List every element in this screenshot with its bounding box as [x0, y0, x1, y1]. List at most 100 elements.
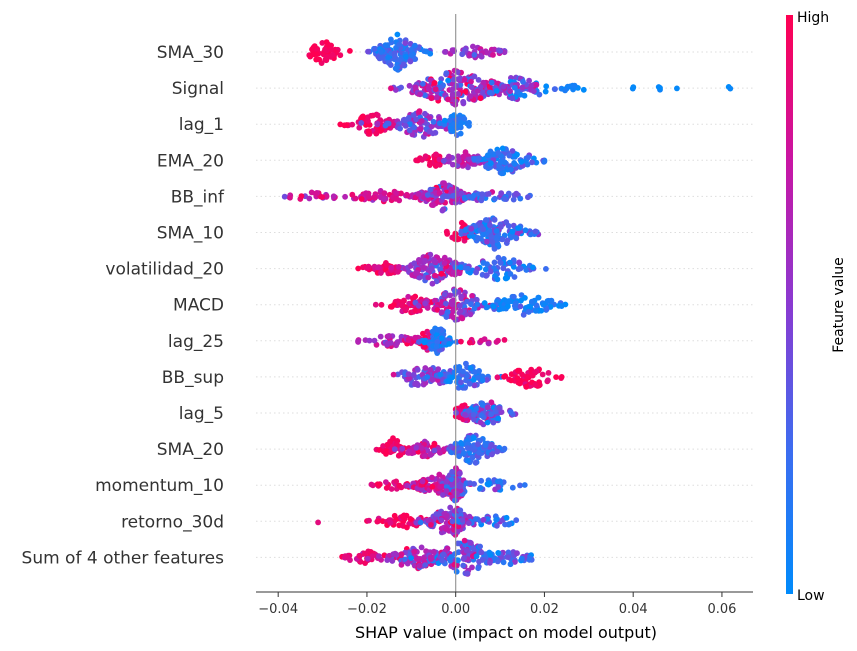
shap-point — [511, 302, 518, 309]
shap-point — [365, 118, 371, 124]
shap-point — [441, 180, 447, 187]
shap-point — [490, 303, 497, 310]
shap-point — [491, 555, 498, 561]
shap-point — [507, 561, 514, 568]
shap-point — [471, 192, 477, 199]
shap-point — [411, 449, 417, 456]
feature-label: lag_5 — [179, 404, 224, 424]
shap-point — [472, 516, 479, 522]
colorbar-gradient — [786, 15, 793, 594]
colorbar-title: Feature value — [831, 257, 847, 353]
shap-point — [517, 482, 523, 489]
shap-point — [478, 197, 485, 204]
shap-point — [543, 83, 550, 90]
shap-point — [513, 517, 520, 524]
shap-point — [393, 190, 400, 197]
shap-point — [480, 226, 486, 233]
shap-point — [421, 264, 427, 271]
shap-point — [443, 193, 450, 200]
shap-point — [449, 47, 456, 53]
shap-point — [436, 156, 443, 163]
shap-point — [407, 516, 414, 522]
shap-point — [391, 446, 398, 453]
shap-point — [424, 447, 431, 454]
shap-point — [402, 556, 408, 563]
shap-point — [528, 231, 534, 238]
shap-point — [450, 314, 457, 321]
shap-point — [370, 482, 376, 489]
shap-point — [520, 311, 527, 318]
shap-point — [458, 338, 464, 345]
shap-point — [459, 403, 465, 409]
shap-point — [448, 125, 454, 131]
shap-point — [369, 553, 376, 559]
shap-point — [378, 301, 385, 308]
shap-point — [479, 402, 486, 408]
x-tick-label: −0.02 — [347, 602, 387, 617]
shap-point — [382, 42, 389, 48]
shap-point — [479, 271, 486, 278]
shap-point — [432, 297, 438, 304]
feature-label: retorno_30d — [121, 512, 224, 532]
shap-point — [414, 380, 420, 387]
shap-point — [456, 453, 462, 460]
shap-point — [372, 45, 379, 52]
shap-point — [517, 303, 524, 310]
shap-point — [393, 478, 400, 485]
shap-point — [488, 234, 495, 240]
shap-point — [425, 274, 432, 281]
shap-point — [494, 522, 500, 529]
shap-point — [329, 52, 336, 58]
shap-point — [394, 31, 401, 38]
shap-point — [476, 368, 482, 374]
shap-point — [630, 84, 637, 91]
shap-point — [375, 264, 381, 271]
shap-point — [417, 519, 424, 526]
shap-point — [482, 266, 489, 273]
shap-point — [504, 237, 511, 244]
shap-point — [430, 118, 437, 125]
shap-point — [444, 309, 451, 315]
shap-point — [484, 404, 491, 411]
shap-point — [449, 86, 456, 93]
shap-point — [383, 451, 389, 457]
shap-point — [445, 96, 451, 103]
colorbar: High Low Feature value — [786, 10, 847, 604]
shap-point — [376, 482, 382, 488]
shap-point — [416, 562, 423, 569]
shap-point — [362, 560, 368, 566]
shap-point — [438, 335, 445, 342]
shap-point — [426, 115, 433, 121]
shap-point — [483, 49, 490, 56]
shap-point — [440, 158, 447, 164]
shap-point — [411, 124, 417, 131]
shap-point — [451, 369, 458, 376]
shap-point — [447, 292, 453, 299]
feature-label: Signal — [172, 79, 224, 99]
shap-point — [396, 482, 403, 489]
shap-point — [522, 295, 528, 301]
shap-point — [342, 193, 348, 200]
shap-point — [562, 87, 568, 94]
shap-point — [449, 518, 456, 525]
shap-point — [499, 236, 506, 243]
shap-point — [485, 191, 492, 197]
shap-point — [477, 52, 484, 59]
shap-point — [398, 190, 404, 197]
shap-point — [451, 497, 458, 504]
shap-point — [414, 556, 421, 562]
shap-point — [486, 89, 493, 96]
shap-point — [485, 340, 492, 347]
shap-point — [434, 338, 441, 345]
shap-point — [497, 159, 504, 165]
shap-point — [460, 450, 467, 457]
shap-point — [484, 272, 490, 278]
x-axis-title: SHAP value (impact on model output) — [355, 623, 657, 642]
shap-point — [388, 486, 395, 492]
shap-point — [526, 555, 533, 561]
x-tick-label: 0.04 — [619, 602, 648, 617]
shap-point — [479, 191, 485, 198]
shap-point — [314, 47, 321, 53]
shap-point — [443, 70, 450, 76]
shap-point — [408, 46, 415, 53]
